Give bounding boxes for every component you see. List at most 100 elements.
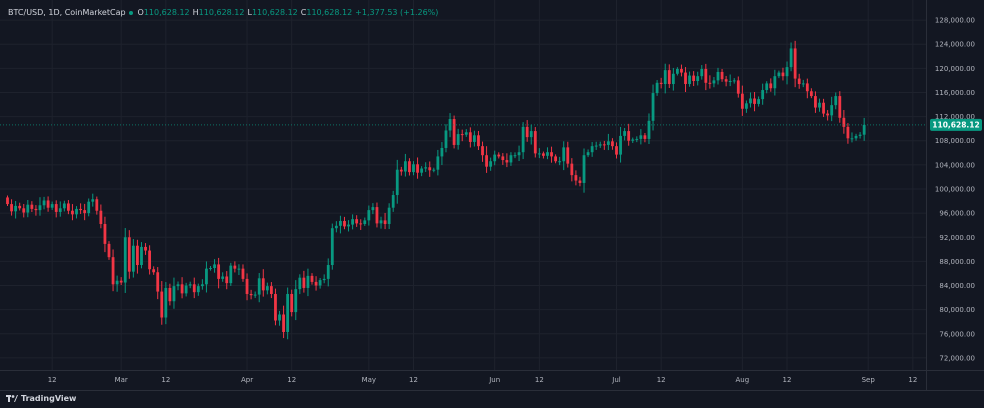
candlestick-chart[interactable]: 72,000.00 76,000.00 80,000.00 84,000.00 88,0… <box>0 0 984 390</box>
candle-body <box>562 147 566 162</box>
candle-body <box>521 126 525 153</box>
candle-body <box>420 168 424 173</box>
candle-body <box>229 265 233 284</box>
candle-body <box>858 134 862 136</box>
candle-body <box>834 96 838 106</box>
candle-body <box>371 207 375 211</box>
candle-body <box>570 163 574 176</box>
candle-body <box>753 98 756 104</box>
candle-body <box>850 138 854 140</box>
candle-body <box>708 82 712 84</box>
candle-body <box>359 223 363 225</box>
candle-body <box>6 197 9 205</box>
candles <box>6 40 866 340</box>
last-price-tag-label: 110,628.12 <box>932 121 979 130</box>
candle-body <box>785 67 789 77</box>
candle-body <box>131 245 135 272</box>
x-tick-label: 12 <box>535 376 544 384</box>
candle-body <box>773 76 777 89</box>
candle-body <box>639 135 643 139</box>
candle-body <box>436 156 440 170</box>
candle-body <box>213 264 216 269</box>
candle-body <box>838 96 842 118</box>
candle-body <box>704 68 708 83</box>
candle-body <box>659 82 663 85</box>
candle-body <box>87 201 91 214</box>
y-tick-label: 124,000.00 <box>935 41 975 49</box>
candle-body <box>95 199 99 211</box>
candle-body <box>749 98 752 104</box>
candle-body <box>805 83 809 92</box>
x-tick-label: Apr <box>241 376 253 384</box>
candle-body <box>736 80 740 94</box>
candle-body <box>54 204 58 212</box>
y-tick-label: 84,000.00 <box>939 282 975 290</box>
x-tick-label: Sep <box>862 376 876 384</box>
candle-body <box>38 205 42 211</box>
candle-body <box>144 246 147 251</box>
candle-body <box>67 203 70 211</box>
grid-lines <box>0 0 984 390</box>
candle-body <box>635 138 639 140</box>
candle-body <box>241 268 245 279</box>
x-tick-label: 12 <box>48 376 57 384</box>
candle-body <box>46 200 50 208</box>
symbol-title: BTC/USD, 1D, CoinMarketCap <box>8 8 126 17</box>
candle-body <box>265 286 269 291</box>
candle-body <box>769 83 773 89</box>
candle-body <box>460 134 464 136</box>
candle-body <box>282 314 285 332</box>
candle-body <box>566 147 570 164</box>
price-axis[interactable]: 72,000.00 76,000.00 80,000.00 84,000.00 88,0… <box>935 17 975 363</box>
candle-body <box>200 284 204 287</box>
x-tick-label: Mar <box>115 376 128 384</box>
candle-body <box>58 208 62 212</box>
candle-body <box>627 131 631 141</box>
candle-body <box>26 204 30 213</box>
candle-body <box>339 220 342 226</box>
candle-body <box>667 70 671 85</box>
candle-body <box>517 152 521 156</box>
candle-body <box>862 124 866 135</box>
candle-body <box>801 83 805 85</box>
candle-body <box>574 175 578 181</box>
candle-body <box>298 277 302 290</box>
candle-body <box>318 280 322 286</box>
candle-body <box>822 102 825 114</box>
candle-body <box>221 276 225 279</box>
candle-body <box>184 285 188 294</box>
last-price-tag-bg <box>930 118 982 131</box>
candle-body <box>127 237 131 272</box>
y-tick-label: 72,000.00 <box>939 354 975 362</box>
time-axis[interactable]: 12 Mar 12 Apr 12 May 12 Jun 12 Jul 12 Aug 12 Sep 12 <box>48 376 918 384</box>
candle-body <box>326 265 330 279</box>
candle-body <box>643 135 647 139</box>
candle-body <box>119 280 123 283</box>
close-value: 110,628.12 <box>306 8 353 17</box>
candle-body <box>50 204 54 208</box>
candle-body <box>611 141 614 147</box>
candle-body <box>115 280 119 285</box>
chart-frame[interactable]: 72,000.00 76,000.00 80,000.00 84,000.00 88,0… <box>0 0 984 390</box>
candle-body <box>631 139 635 141</box>
candle-body <box>30 204 34 209</box>
candle-body <box>261 278 265 291</box>
candle-body <box>720 71 724 80</box>
open-value: 110,628.12 <box>143 8 190 17</box>
candle-body <box>452 119 456 145</box>
candle-body <box>680 68 683 73</box>
candle-body <box>793 48 797 79</box>
candle-body <box>306 275 310 288</box>
y-tick-label: 80,000.00 <box>939 306 975 314</box>
candle-body <box>416 164 419 173</box>
candle-body <box>274 293 277 321</box>
x-tick-label: Jun <box>488 376 500 384</box>
candle-body <box>745 103 748 109</box>
candle-body <box>71 210 74 215</box>
candle-body <box>696 76 700 82</box>
candle-body <box>322 278 326 281</box>
tradingview-brand[interactable]: TradingView <box>6 394 76 403</box>
candle-body <box>809 91 813 97</box>
change-value: +1,377.53 (+1.26%) <box>355 8 439 17</box>
candle-body <box>363 220 367 224</box>
